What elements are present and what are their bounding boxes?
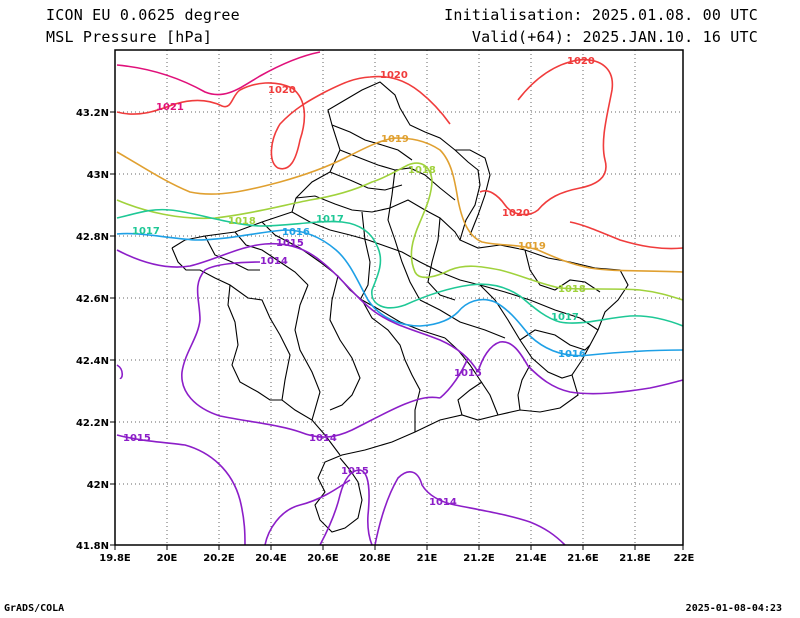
lon-tick-label: 21.4E <box>515 553 547 564</box>
init-time: Initialisation: 2025.01.08. 00 UTC <box>444 6 758 24</box>
contour-labels: 1021 1020 1020 1020 1020 1019 1019 1018 … <box>123 56 595 508</box>
contour-label: 1014 <box>309 433 337 444</box>
contour-label: 1014 <box>429 497 457 508</box>
isobar-1015-sw <box>116 434 246 546</box>
lon-tick-label: 19.8E <box>99 553 131 564</box>
isobar-1018 <box>116 162 684 301</box>
lat-tick-label: 43.2N <box>76 108 109 119</box>
contour-label: 1017 <box>551 312 579 323</box>
generated-timestamp: 2025-01-08-04:23 <box>685 603 782 614</box>
lat-tick-label: 41.8N <box>76 541 109 552</box>
isobar-1016 <box>116 229 684 357</box>
contour-label: 1019 <box>518 241 546 252</box>
contour-label: 1017 <box>316 214 344 225</box>
lat-tick-label: 43N <box>87 170 109 181</box>
isobar-1015-main <box>477 341 684 395</box>
isobar-1015-south <box>319 469 373 546</box>
isobar-1014-se <box>374 471 566 546</box>
isobar-1020-north <box>479 59 614 216</box>
contour-label: 1015 <box>123 433 151 444</box>
lon-tick-label: 22E <box>674 553 695 564</box>
lat-tick-label: 42.2N <box>76 418 109 429</box>
contour-label: 1020 <box>380 70 408 81</box>
isobar-1014-south <box>264 479 351 546</box>
isobar-1014-west <box>116 364 124 380</box>
contour-label: 1020 <box>502 208 530 219</box>
contour-label: 1015 <box>454 368 482 379</box>
contour-label: 1020 <box>567 56 595 67</box>
contour-label: 1016 <box>558 349 586 360</box>
lon-tick-label: 20.2E <box>203 553 235 564</box>
contour-label: 1018 <box>228 216 256 227</box>
lon-tick-label: 20.6E <box>307 553 339 564</box>
contour-label: 1015 <box>276 238 304 249</box>
lon-tick-label: 20.4E <box>255 553 287 564</box>
contour-label: 1018 <box>558 284 586 295</box>
grid-lines <box>115 50 683 545</box>
admin-borders <box>171 81 629 533</box>
isobar-1020-west <box>116 75 451 170</box>
credit-label: GrADS/COLA <box>4 603 65 614</box>
lat-tick-label: 42.6N <box>76 294 109 305</box>
lat-tick-label: 42.4N <box>76 356 109 367</box>
contour-label: 1016 <box>282 227 310 238</box>
lon-tick-label: 21.8E <box>619 553 651 564</box>
contour-label: 1018 <box>408 165 436 176</box>
field-title: MSL Pressure [hPa] <box>46 28 213 46</box>
tick-marks <box>110 111 684 550</box>
isobar-1014-center <box>181 261 441 438</box>
contour-label: 1019 <box>381 134 409 145</box>
valid-time: Valid(+64): 2025.JAN.10. 16 UTC <box>471 28 758 46</box>
model-title: ICON EU 0.0625 degree <box>46 6 240 24</box>
contour-label: 1014 <box>260 256 288 267</box>
contour-label: 1020 <box>268 85 296 96</box>
lon-tick-label: 20.8E <box>359 553 391 564</box>
isobar-1017 <box>116 208 684 327</box>
pressure-contours <box>116 51 684 546</box>
lon-tick-label: 20E <box>157 553 178 564</box>
isobar-1020-east <box>569 221 684 250</box>
lon-tick-label: 21.2E <box>463 553 495 564</box>
isobar-1021 <box>116 51 321 96</box>
contour-label: 1021 <box>156 102 184 113</box>
lon-labels: 19.8E 20E 20.2E 20.4E 20.6E 20.8E 21E 21… <box>99 553 694 564</box>
contour-label: 1017 <box>132 226 160 237</box>
contour-label: 1015 <box>341 466 369 477</box>
isobar-1019 <box>116 137 684 273</box>
lon-tick-label: 21E <box>417 553 438 564</box>
isobar-1015-east <box>439 357 469 399</box>
lon-tick-label: 21.6E <box>567 553 599 564</box>
lat-tick-label: 42N <box>87 480 109 491</box>
isobar-1015-west <box>116 242 479 373</box>
lat-tick-label: 42.8N <box>76 232 109 243</box>
lat-labels: 43.2N 43N 42.8N 42.6N 42.4N 42.2N 42N 41… <box>76 108 109 552</box>
